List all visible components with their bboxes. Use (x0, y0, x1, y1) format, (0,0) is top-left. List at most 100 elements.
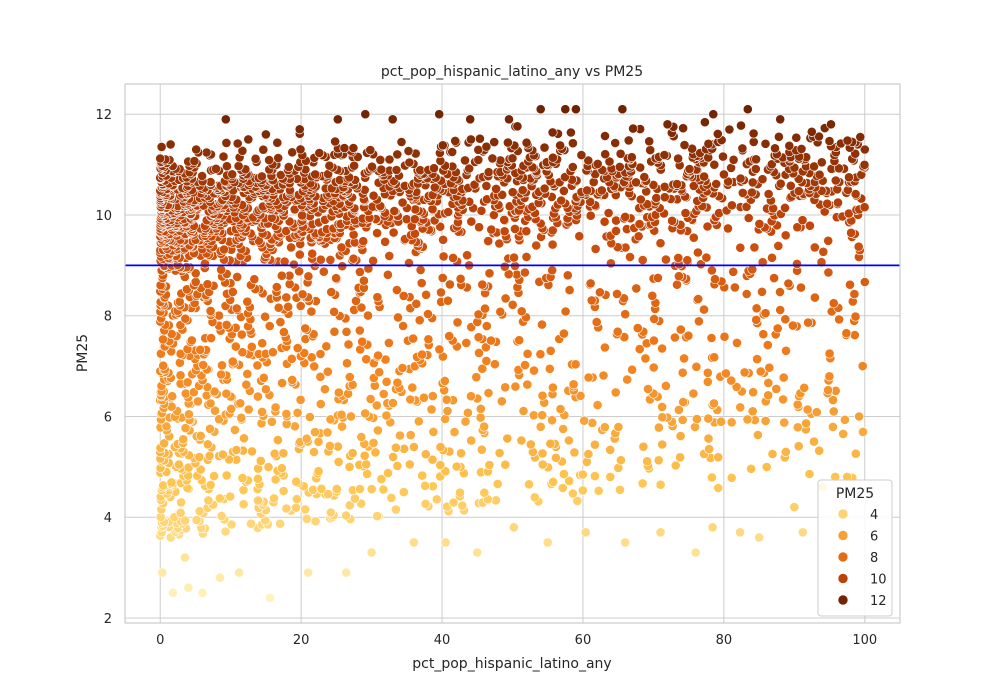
data-point (495, 306, 506, 317)
data-point (435, 460, 446, 470)
data-point (769, 273, 779, 283)
data-point (595, 287, 605, 298)
data-point (577, 485, 588, 496)
data-point (721, 368, 731, 379)
legend-entry-label: 10 (870, 573, 887, 588)
data-point (186, 335, 197, 346)
data-point (260, 384, 271, 395)
data-point (693, 247, 703, 258)
data-point (585, 196, 596, 207)
data-point (242, 296, 253, 307)
data-point (535, 421, 546, 432)
data-point (780, 230, 791, 241)
data-point (783, 278, 794, 289)
data-point (480, 303, 490, 314)
data-point (252, 391, 263, 402)
data-point (314, 148, 325, 158)
data-point (426, 404, 437, 415)
data-point (409, 214, 420, 225)
data-point (331, 273, 341, 284)
data-point (342, 358, 352, 369)
data-point (566, 127, 576, 138)
data-point (492, 478, 503, 489)
data-point (357, 336, 368, 347)
data-point (667, 215, 677, 226)
data-point (587, 417, 598, 428)
data-point (356, 432, 367, 442)
data-point (174, 296, 185, 307)
data-point (205, 423, 215, 434)
data-point (326, 287, 337, 297)
data-point (462, 407, 473, 418)
data-point (383, 468, 393, 478)
data-point (234, 567, 244, 578)
data-point (440, 537, 451, 548)
data-point (489, 359, 500, 370)
data-point (651, 193, 662, 203)
data-point (315, 254, 326, 265)
data-point (828, 395, 838, 405)
data-point (545, 438, 556, 449)
data-point (452, 317, 463, 328)
data-point (657, 439, 668, 450)
data-point (249, 274, 260, 285)
data-point (260, 515, 271, 526)
data-point (590, 243, 601, 254)
data-point (728, 154, 739, 165)
data-point (539, 142, 550, 153)
data-point (460, 155, 470, 166)
data-point (372, 292, 383, 303)
data-point (642, 456, 652, 467)
data-point (398, 321, 408, 331)
data-point (824, 371, 835, 382)
data-point (489, 137, 500, 147)
data-point (719, 169, 729, 180)
data-point (723, 223, 733, 234)
data-point (483, 167, 494, 178)
data-point (322, 366, 333, 377)
data-point (277, 378, 287, 388)
data-point (634, 344, 645, 354)
data-point (637, 478, 648, 489)
data-point (726, 375, 737, 386)
data-point (235, 398, 246, 409)
data-point (275, 518, 285, 529)
data-point (859, 144, 870, 155)
data-point (521, 226, 532, 237)
data-point (303, 271, 314, 282)
data-point (731, 381, 742, 392)
data-point (583, 449, 594, 459)
data-point (780, 314, 791, 325)
data-point (655, 479, 666, 490)
data-point (481, 141, 492, 152)
data-point (159, 438, 169, 449)
data-point (713, 483, 724, 493)
data-point (502, 433, 513, 444)
data-point (823, 385, 833, 396)
x-tick-label: 100 (852, 633, 877, 648)
data-point (811, 407, 822, 418)
data-point (499, 261, 510, 272)
data-point (436, 287, 446, 298)
data-point (487, 153, 498, 164)
data-point (180, 388, 191, 399)
data-point (793, 186, 804, 196)
data-point (781, 345, 791, 356)
data-point (558, 424, 569, 434)
data-point (702, 367, 713, 378)
data-point (828, 298, 839, 309)
data-point (568, 488, 578, 499)
data-point (238, 499, 249, 510)
data-point (760, 138, 771, 149)
data-point (301, 513, 312, 524)
data-point (272, 435, 283, 445)
data-point (414, 315, 425, 326)
data-point (797, 527, 808, 538)
data-point (361, 354, 372, 365)
data-point (176, 497, 186, 508)
data-point (732, 337, 742, 348)
data-point (395, 430, 405, 441)
data-point (626, 152, 637, 163)
chart-title: pct_pop_hispanic_latino_any vs PM25 (381, 64, 643, 80)
data-point (292, 343, 303, 353)
